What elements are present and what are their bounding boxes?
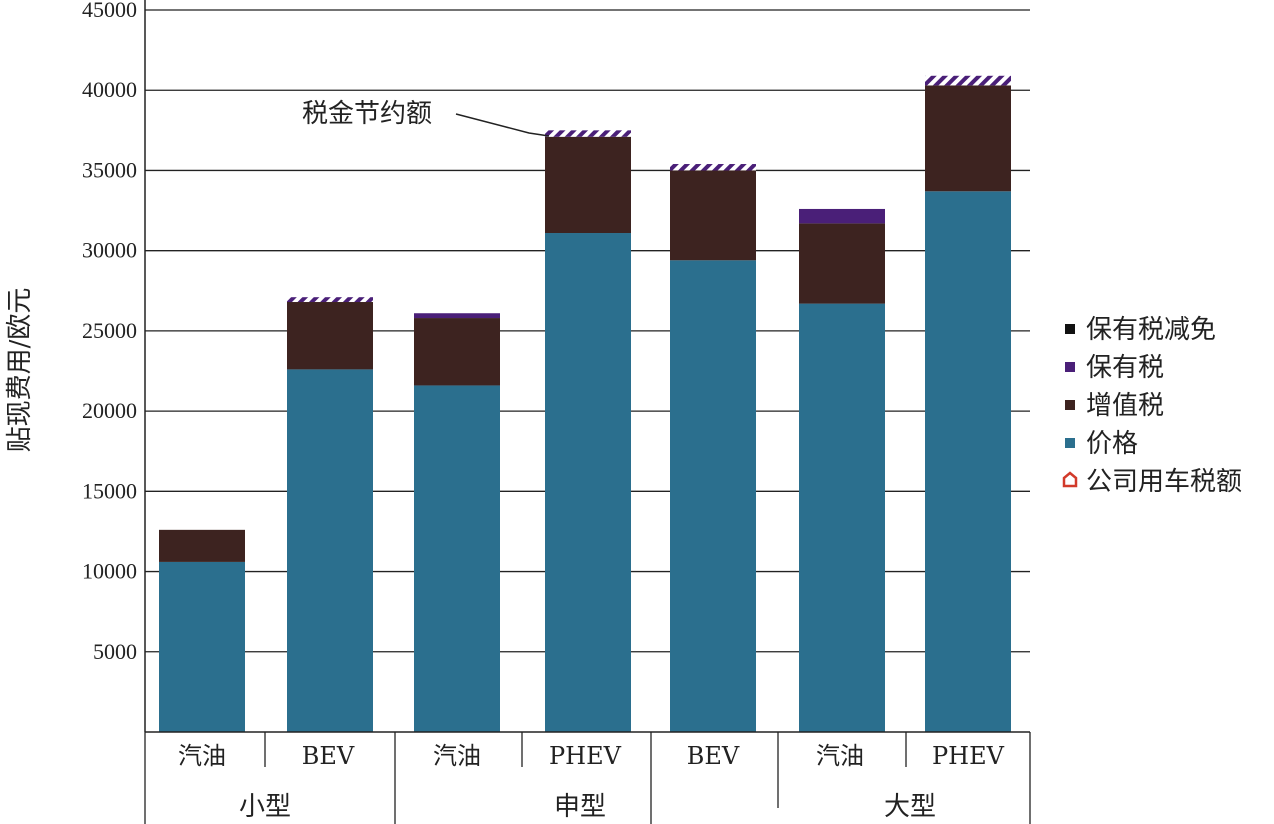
annotation-label: 税金节约额 — [302, 99, 432, 129]
bar-segment-price — [414, 385, 500, 732]
legend-label: 公司用车税额 — [1086, 467, 1242, 497]
annotations: 税金节约额 — [302, 99, 550, 137]
group-label: 大型 — [884, 792, 936, 822]
bar-segment-price — [159, 561, 245, 732]
bar-segment-vat — [287, 302, 373, 370]
y-tick-label: 15000 — [82, 478, 137, 503]
bar-segment-ownership-tax — [799, 208, 885, 224]
bar-segment-ownership-tax — [414, 313, 500, 319]
bar-segment-vat — [799, 223, 885, 304]
group-label: 小型 — [239, 792, 291, 822]
axes — [144, 0, 1031, 824]
bar-segment-ownership-tax-relief — [545, 130, 631, 137]
labels: 5000 10000 15000 20000 25000 30000 35000 40000 4… — [5, 0, 1005, 822]
bar-segment-vat — [670, 170, 756, 261]
annotation-leader-line — [455, 113, 550, 137]
category-label: 汽油 — [178, 742, 226, 770]
legend-label: 增值税 — [1086, 391, 1164, 421]
category-label: 汽油 — [433, 742, 481, 770]
legend-label: 保有税 — [1086, 353, 1164, 383]
legend-label: 价格 — [1086, 429, 1138, 459]
bar-segment-vat — [159, 529, 245, 562]
legend-marker — [1065, 400, 1075, 410]
y-tick-label: 40000 — [82, 77, 137, 102]
category-label: BEV — [687, 742, 740, 770]
legend-marker-icon — [1062, 471, 1078, 488]
bar-segment-vat — [925, 85, 1011, 192]
legend-marker — [1065, 438, 1075, 448]
bar-segment-price — [670, 260, 756, 732]
bar-segment-ownership-tax-relief — [670, 164, 756, 171]
legend-label: 保有税减免 — [1086, 315, 1216, 345]
y-tick-label: 35000 — [82, 157, 137, 182]
bar-segment-price — [925, 191, 1011, 732]
category-label: 汽油 — [816, 742, 864, 770]
y-tick-label: 25000 — [82, 318, 137, 343]
bar-segment-vat — [545, 136, 631, 234]
group-label: 申型 — [554, 792, 606, 822]
category-label: PHEV — [932, 742, 1005, 770]
bar-segment-price — [799, 303, 885, 732]
y-tick-label: 10000 — [82, 559, 137, 584]
category-label: BEV — [302, 742, 355, 770]
y-axis-label: 贴现费用/欧元 — [5, 288, 35, 453]
category-label: PHEV — [549, 742, 622, 770]
bar-segment-price — [545, 233, 631, 733]
y-tick-label: 30000 — [82, 238, 137, 263]
bar-segment-ownership-tax-relief — [925, 75, 1011, 86]
legend-marker — [1065, 324, 1075, 334]
y-tick-label: 20000 — [82, 398, 137, 423]
y-tick-label: 45000 — [82, 0, 137, 22]
y-tick-label: 5000 — [93, 639, 137, 664]
bars — [159, 75, 1011, 733]
bar-segment-vat — [414, 318, 500, 386]
bar-segment-ownership-tax-relief — [287, 297, 373, 303]
bar-segment-price — [287, 369, 373, 732]
legend-marker — [1065, 362, 1075, 372]
